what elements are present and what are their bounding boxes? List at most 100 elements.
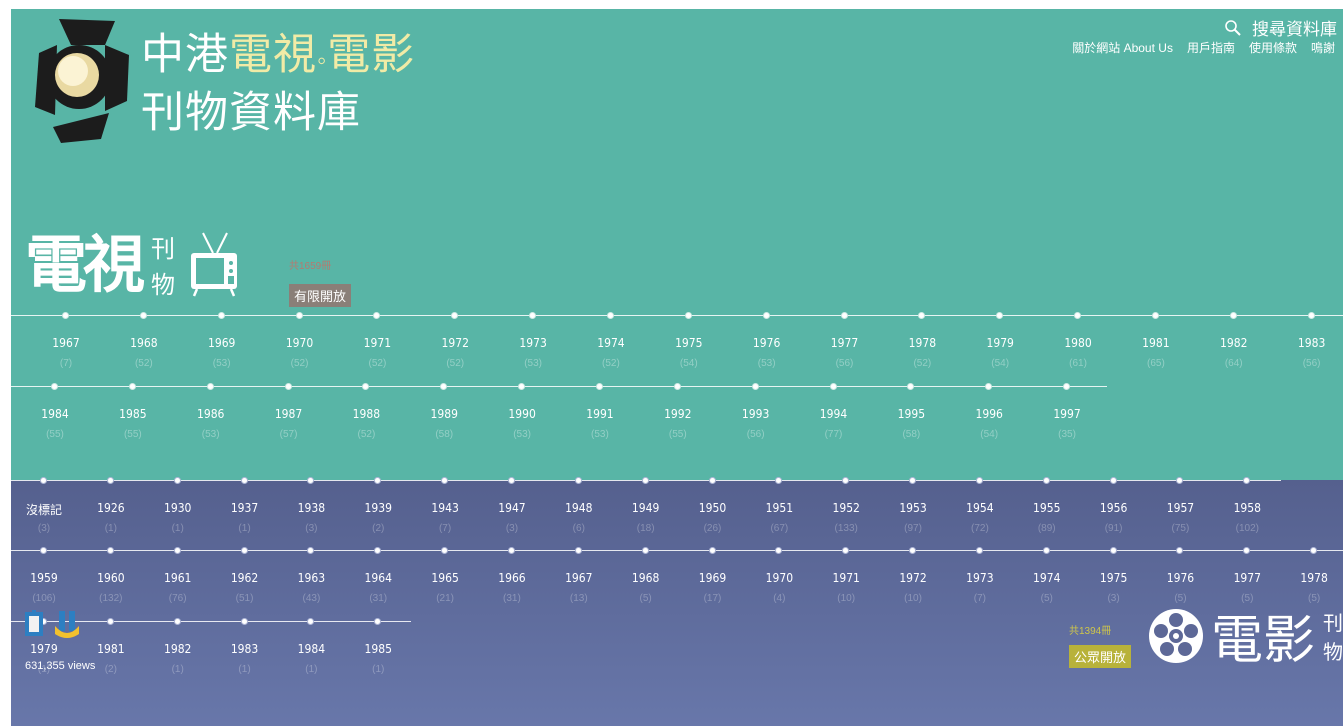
year-label[interactable]: 1976 <box>1166 571 1195 585</box>
timeline-dot[interactable] <box>1074 312 1082 319</box>
timeline-dot[interactable] <box>1042 477 1050 484</box>
timeline-dot[interactable] <box>139 312 147 319</box>
year-label[interactable]: 1938 <box>297 501 326 515</box>
year-label[interactable]: 1926 <box>97 501 125 515</box>
year-label[interactable]: 1951 <box>765 501 794 515</box>
timeline-dot[interactable] <box>751 383 759 390</box>
year-label[interactable]: 1967 <box>565 571 593 585</box>
year-label[interactable]: 1974 <box>597 336 625 350</box>
timeline-dot[interactable] <box>641 547 649 554</box>
year-label[interactable]: 1953 <box>899 501 927 515</box>
year-label[interactable]: 1993 <box>741 407 770 421</box>
timeline-dot[interactable] <box>529 312 537 319</box>
year-label[interactable]: 1997 <box>1053 407 1081 421</box>
timeline-dot[interactable] <box>362 383 370 390</box>
year-label[interactable]: 1952 <box>832 501 860 515</box>
nav-terms[interactable]: 使用條款 <box>1248 41 1297 55</box>
timeline-dot[interactable] <box>975 547 983 554</box>
year-label[interactable]: 1959 <box>30 571 58 585</box>
year-label[interactable]: 1985 <box>119 407 147 421</box>
year-label[interactable]: 1992 <box>664 407 692 421</box>
timeline-dot[interactable] <box>1063 383 1071 390</box>
year-label[interactable]: 1961 <box>163 571 192 585</box>
year-label[interactable]: 1972 <box>441 336 469 350</box>
year-label[interactable]: 1965 <box>431 571 459 585</box>
year-label[interactable]: 1950 <box>698 501 727 515</box>
timeline-dot[interactable] <box>829 383 837 390</box>
timeline-dot[interactable] <box>641 477 649 484</box>
year-label[interactable]: 1978 <box>1300 571 1328 585</box>
year-label[interactable]: 1982 <box>163 642 192 656</box>
year-label[interactable]: 1955 <box>1033 501 1061 515</box>
year-label[interactable]: 1957 <box>1166 501 1195 515</box>
timeline-dot[interactable] <box>240 547 248 554</box>
year-label[interactable]: 1978 <box>908 336 937 350</box>
year-label[interactable]: 1991 <box>586 407 614 421</box>
timeline-dot[interactable] <box>1243 477 1251 484</box>
year-label[interactable]: 1962 <box>230 571 259 585</box>
film-access-badge[interactable]: 公眾開放 <box>1069 645 1132 668</box>
year-label[interactable]: 1985 <box>364 642 392 656</box>
year-label[interactable]: 1975 <box>1099 571 1128 585</box>
year-label[interactable]: 1984 <box>297 642 326 656</box>
timeline-dot[interactable] <box>307 618 315 625</box>
year-label[interactable]: 1971 <box>832 571 860 585</box>
nav-guide[interactable]: 用戶指南 <box>1186 41 1235 55</box>
timeline-dot[interactable] <box>1042 547 1050 554</box>
film-wordmark[interactable]: 電 影 刊 物 <box>1147 598 1343 673</box>
year-label[interactable]: 1977 <box>830 336 859 350</box>
timeline-dot[interactable] <box>440 383 448 390</box>
timeline-dot[interactable] <box>1310 547 1318 554</box>
year-label[interactable]: 1994 <box>819 407 848 421</box>
timeline-dot[interactable] <box>1151 312 1159 319</box>
year-label[interactable]: 1979 <box>30 642 58 656</box>
year-label[interactable]: 1984 <box>41 407 69 421</box>
timeline-dot[interactable] <box>1243 547 1251 554</box>
year-label[interactable]: 1969 <box>207 336 236 350</box>
timeline-dot[interactable] <box>106 547 114 554</box>
year-label[interactable]: 1970 <box>765 571 794 585</box>
year-label[interactable]: 1995 <box>897 407 926 421</box>
year-label[interactable]: 1943 <box>431 501 459 515</box>
year-label[interactable]: 1956 <box>1099 501 1128 515</box>
timeline-dot[interactable] <box>307 547 315 554</box>
year-label[interactable]: 1976 <box>752 336 781 350</box>
timeline-dot[interactable] <box>606 312 614 319</box>
timeline-dot[interactable] <box>840 312 848 319</box>
year-label[interactable]: 1967 <box>52 336 80 350</box>
year-label[interactable]: 1937 <box>230 501 259 515</box>
timeline-dot[interactable] <box>907 383 915 390</box>
year-label[interactable]: 1973 <box>966 571 994 585</box>
year-label[interactable]: 1981 <box>1142 336 1170 350</box>
timeline-dot[interactable] <box>975 477 983 484</box>
year-label[interactable]: 1966 <box>498 571 526 585</box>
timeline-dot[interactable] <box>295 312 303 319</box>
year-label[interactable]: 1974 <box>1033 571 1061 585</box>
timeline-dot[interactable] <box>173 477 181 484</box>
year-label[interactable]: 1989 <box>430 407 458 421</box>
year-label[interactable]: 沒標記 <box>25 503 62 517</box>
timeline-dot[interactable] <box>985 383 993 390</box>
timeline-dot[interactable] <box>1307 312 1315 319</box>
nav-thanks[interactable]: 鳴謝 <box>1310 41 1335 55</box>
timeline-dot[interactable] <box>574 477 582 484</box>
timeline-dot[interactable] <box>206 383 214 390</box>
timeline-dot[interactable] <box>775 477 783 484</box>
timeline-dot[interactable] <box>1176 477 1184 484</box>
year-label[interactable]: 1983 <box>1297 336 1326 350</box>
year-label[interactable]: 1986 <box>196 407 225 421</box>
year-label[interactable]: 1996 <box>975 407 1003 421</box>
year-label[interactable]: 1981 <box>97 642 125 656</box>
timeline-dot[interactable] <box>128 383 136 390</box>
timeline-dot[interactable] <box>708 477 716 484</box>
timeline-dot[interactable] <box>173 618 181 625</box>
timeline-dot[interactable] <box>909 477 917 484</box>
search-label[interactable]: 搜尋資料庫 <box>1252 20 1337 39</box>
timeline-dot[interactable] <box>40 547 47 554</box>
timeline-dot[interactable] <box>684 312 692 319</box>
timeline-dot[interactable] <box>374 547 382 554</box>
timeline-dot[interactable] <box>106 618 114 625</box>
timeline-dot[interactable] <box>62 312 69 319</box>
timeline-dot[interactable] <box>284 383 292 390</box>
year-label[interactable]: 1970 <box>285 336 314 350</box>
